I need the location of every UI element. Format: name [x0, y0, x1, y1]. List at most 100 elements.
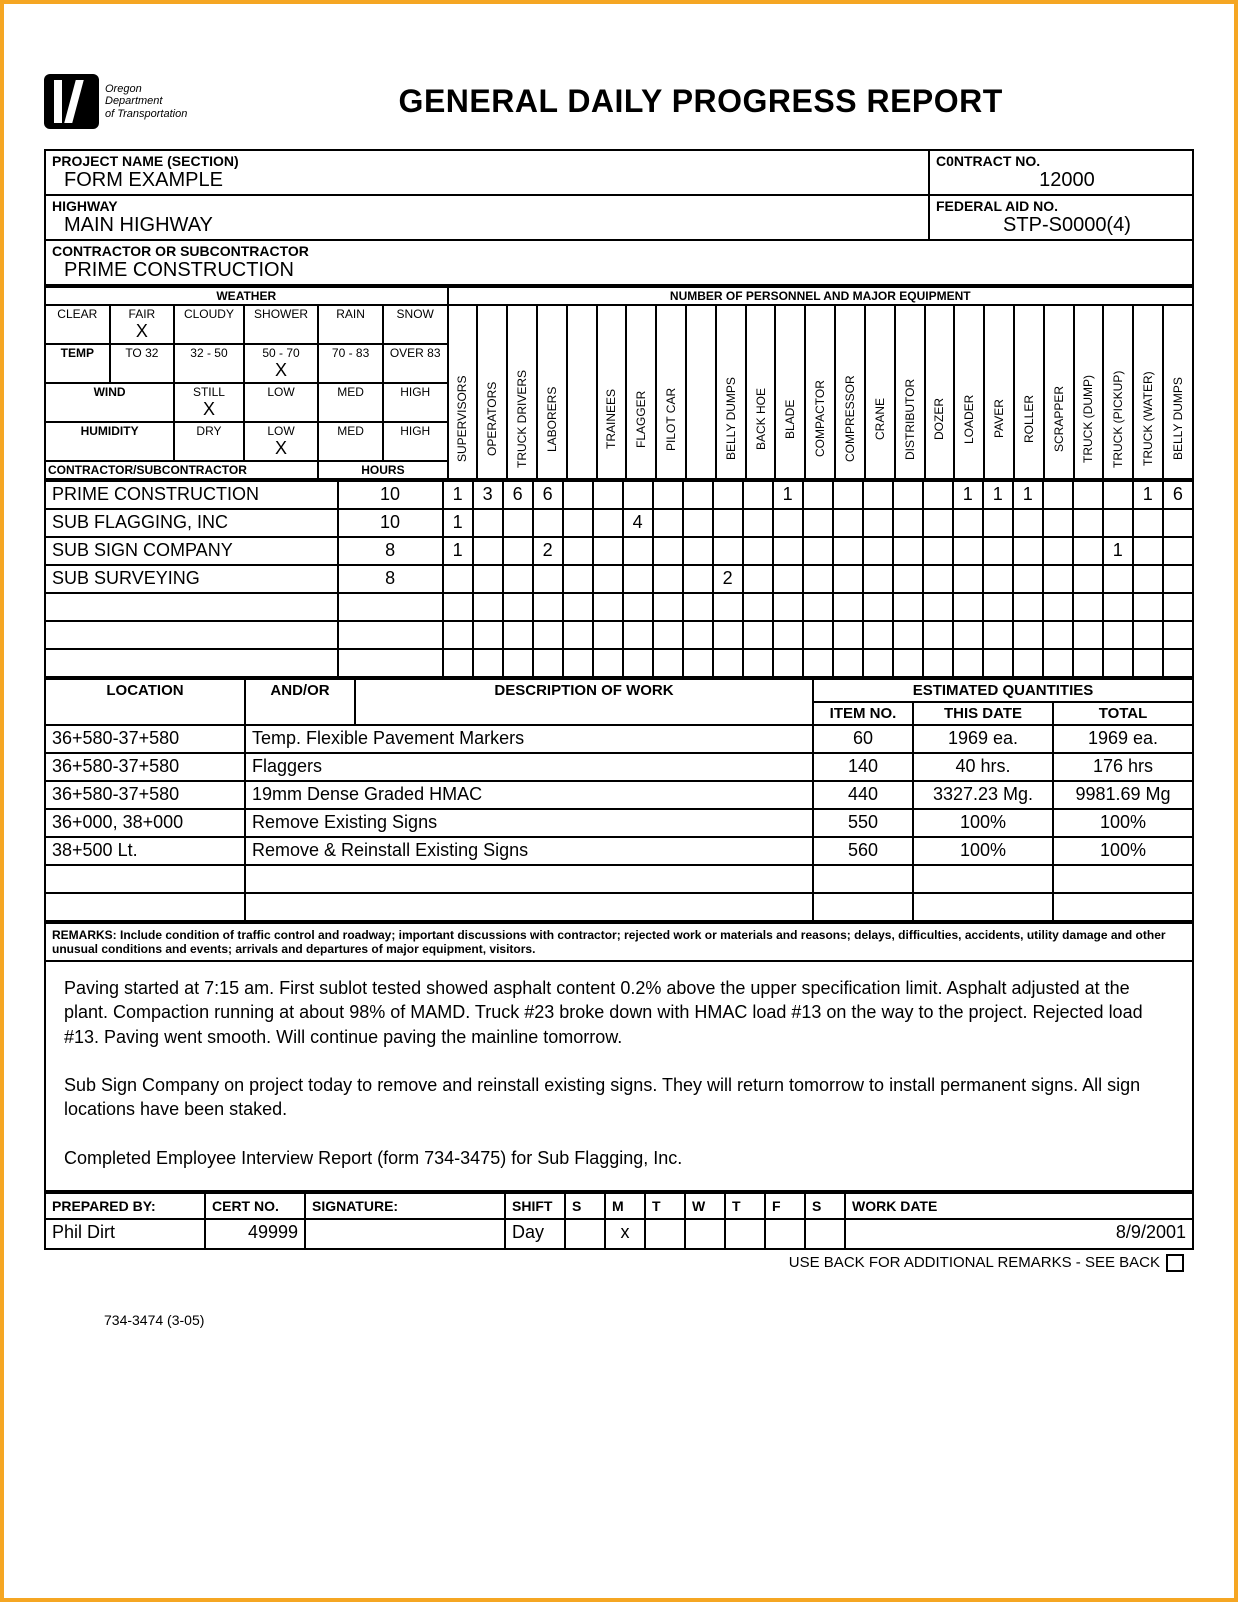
equip-cell[interactable]: [953, 649, 983, 677]
equip-cell[interactable]: [803, 649, 833, 677]
sky-opt[interactable]: RAIN: [318, 305, 383, 344]
work-andor-desc[interactable]: 19mm Dense Graded HMAC: [245, 781, 813, 809]
work-loc[interactable]: [45, 865, 245, 893]
work-loc[interactable]: [45, 893, 245, 921]
equip-cell[interactable]: [803, 621, 833, 649]
equip-cell[interactable]: [803, 537, 833, 565]
equip-cell[interactable]: [743, 593, 773, 621]
weather-opt[interactable]: HIGH: [383, 422, 448, 461]
equip-cell[interactable]: [863, 481, 893, 509]
equip-cell[interactable]: [803, 481, 833, 509]
contractor-name[interactable]: [45, 649, 338, 677]
contractor-name[interactable]: [45, 621, 338, 649]
equip-cell[interactable]: [683, 565, 713, 593]
equip-cell[interactable]: [743, 649, 773, 677]
equip-cell[interactable]: [1163, 593, 1193, 621]
work-total[interactable]: 100%: [1053, 809, 1193, 837]
equip-cell[interactable]: [803, 565, 833, 593]
equip-cell[interactable]: 1: [983, 481, 1013, 509]
equip-cell[interactable]: [1133, 565, 1163, 593]
work-total[interactable]: [1053, 893, 1193, 921]
equip-cell[interactable]: [503, 565, 533, 593]
equip-cell[interactable]: [1043, 509, 1073, 537]
equip-cell[interactable]: [623, 649, 653, 677]
equip-cell[interactable]: [473, 621, 503, 649]
equip-cell[interactable]: [593, 593, 623, 621]
equip-cell[interactable]: [833, 565, 863, 593]
day-check-2[interactable]: [645, 1219, 685, 1249]
equip-cell[interactable]: [893, 537, 923, 565]
equip-cell[interactable]: [593, 537, 623, 565]
hours-cell[interactable]: [338, 649, 443, 677]
equip-cell[interactable]: [653, 649, 683, 677]
equip-cell[interactable]: [923, 565, 953, 593]
work-thisdate[interactable]: 40 hrs.: [913, 753, 1053, 781]
equip-cell[interactable]: [1013, 509, 1043, 537]
equip-cell[interactable]: [623, 537, 653, 565]
work-loc[interactable]: 38+500 Lt.: [45, 837, 245, 865]
equip-cell[interactable]: [623, 565, 653, 593]
equip-cell[interactable]: 1: [953, 481, 983, 509]
equip-cell[interactable]: [773, 649, 803, 677]
equip-cell[interactable]: [503, 537, 533, 565]
equip-cell[interactable]: [503, 593, 533, 621]
weather-opt[interactable]: STILLX: [174, 383, 244, 422]
contractor-name[interactable]: [45, 593, 338, 621]
equip-cell[interactable]: [923, 649, 953, 677]
equip-cell[interactable]: [533, 649, 563, 677]
work-total[interactable]: 176 hrs: [1053, 753, 1193, 781]
equip-cell[interactable]: [743, 537, 773, 565]
equip-cell[interactable]: [713, 481, 743, 509]
work-total[interactable]: [1053, 865, 1193, 893]
equip-cell[interactable]: [923, 621, 953, 649]
equip-cell[interactable]: 1: [1103, 537, 1133, 565]
equip-cell[interactable]: [653, 593, 683, 621]
equip-cell[interactable]: [953, 621, 983, 649]
equip-cell[interactable]: [563, 481, 593, 509]
equip-cell[interactable]: [1133, 593, 1163, 621]
equip-cell[interactable]: 1: [443, 509, 473, 537]
equip-cell[interactable]: [833, 481, 863, 509]
equip-cell[interactable]: [1163, 649, 1193, 677]
highway[interactable]: MAIN HIGHWAY: [52, 214, 922, 237]
equip-cell[interactable]: [1163, 537, 1193, 565]
workdate[interactable]: 8/9/2001: [845, 1219, 1193, 1249]
equip-cell[interactable]: [563, 593, 593, 621]
equip-cell[interactable]: [593, 565, 623, 593]
equip-cell[interactable]: [1163, 621, 1193, 649]
equip-cell[interactable]: 6: [533, 481, 563, 509]
equip-cell[interactable]: [653, 481, 683, 509]
prepared-by[interactable]: Phil Dirt: [45, 1219, 205, 1249]
contractor-name[interactable]: SUB SIGN COMPANY: [45, 537, 338, 565]
equip-cell[interactable]: [473, 509, 503, 537]
equip-cell[interactable]: [1073, 565, 1103, 593]
equip-cell[interactable]: [1073, 593, 1103, 621]
project-name[interactable]: FORM EXAMPLE: [52, 169, 922, 192]
equip-cell[interactable]: 1: [1013, 481, 1043, 509]
equip-cell[interactable]: [773, 537, 803, 565]
work-loc[interactable]: 36+580-37+580: [45, 781, 245, 809]
equip-cell[interactable]: [533, 509, 563, 537]
day-check-6[interactable]: [805, 1219, 845, 1249]
equip-cell[interactable]: [863, 593, 893, 621]
equip-cell[interactable]: [1163, 509, 1193, 537]
equip-cell[interactable]: [653, 509, 683, 537]
work-andor-desc[interactable]: Temp. Flexible Pavement Markers: [245, 725, 813, 753]
weather-opt[interactable]: 70 - 83: [318, 344, 383, 383]
equip-cell[interactable]: [1043, 481, 1073, 509]
equip-cell[interactable]: [1013, 593, 1043, 621]
equip-cell[interactable]: 1: [443, 537, 473, 565]
equip-cell[interactable]: [593, 621, 623, 649]
weather-opt[interactable]: TO 32: [110, 344, 175, 383]
equip-cell[interactable]: [443, 649, 473, 677]
weather-opt[interactable]: HIGH: [383, 383, 448, 422]
work-item[interactable]: [813, 893, 913, 921]
equip-cell[interactable]: [713, 537, 743, 565]
equip-cell[interactable]: [713, 509, 743, 537]
hours-cell[interactable]: 8: [338, 537, 443, 565]
equip-cell[interactable]: [833, 509, 863, 537]
equip-cell[interactable]: [1043, 537, 1073, 565]
equip-cell[interactable]: [983, 649, 1013, 677]
equip-cell[interactable]: [953, 537, 983, 565]
equip-cell[interactable]: [593, 649, 623, 677]
